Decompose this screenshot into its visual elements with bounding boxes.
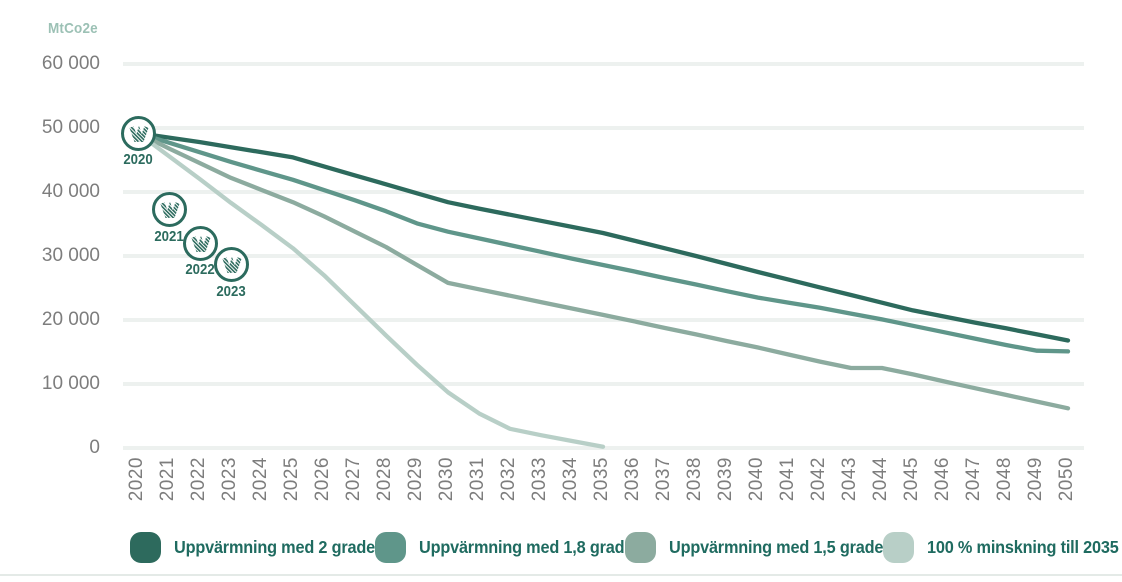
legend-item-1-8-grader: Uppvärmning med 1,8 grader [375, 529, 656, 565]
w-logo-icon [159, 201, 180, 218]
x-tick-label: 2029 [405, 457, 426, 502]
x-tick-label: 2050 [1056, 457, 1077, 502]
legend-label-1-8-grader: Uppvärmning med 1,8 grader [419, 536, 640, 557]
x-tick-label: 2038 [684, 457, 705, 502]
milestone-year-label: 2020 [123, 151, 153, 168]
w-logo-icon [190, 235, 211, 252]
w-logo-icon [128, 125, 149, 142]
x-tick-label: 2043 [839, 457, 860, 502]
series-line-3 [135, 130, 606, 449]
x-tick-label: 2021 [157, 457, 178, 502]
y-tick-label: 40 000 [41, 181, 100, 202]
y-tick-label: 0 [89, 437, 100, 458]
x-tick-label: 2046 [932, 457, 953, 502]
y-tick-label: 50 000 [41, 117, 100, 138]
y-tick-label: 10 000 [41, 373, 100, 394]
milestone-marker-2021 [152, 192, 187, 227]
x-tick-label: 2040 [746, 457, 767, 502]
legend-swatch-2-grader [130, 531, 161, 563]
x-tick-label: 2030 [436, 457, 457, 502]
legend-label-100-minskning: 100 % minskning till 2035 [927, 536, 1119, 557]
milestone-marker-2022 [183, 226, 218, 261]
y-tick-label: 30 000 [41, 245, 100, 266]
milestone-marker-2023 [214, 247, 249, 282]
x-tick-label: 2024 [250, 457, 271, 502]
series-line-2 [135, 130, 1071, 411]
x-tick-label: 2026 [312, 457, 333, 502]
x-tick-label: 2025 [281, 457, 302, 502]
x-tick-label: 2032 [498, 457, 519, 502]
x-tick-label: 2027 [343, 457, 364, 502]
milestone-year-label: 2023 [216, 283, 246, 300]
series-line-0 [135, 130, 1071, 343]
y-axis-unit-label: MtCo2e [48, 20, 103, 37]
legend-swatch-1-5-grader [625, 531, 656, 563]
x-tick-label: 2048 [994, 457, 1015, 502]
x-tick-label: 2042 [808, 457, 829, 502]
legend-label-2-grader: Uppvärmning med 2 grader [174, 536, 382, 557]
x-tick-label: 2037 [653, 457, 674, 502]
legend: Uppvärmning med 2 grader Uppvärmning med… [0, 529, 1122, 569]
x-tick-label: 2041 [777, 457, 798, 502]
y-axis-unit-text: MtCo2e [48, 20, 98, 37]
bottom-divider [0, 574, 1122, 576]
legend-item-1-5-grader: Uppvärmning med 1,5 grader [625, 529, 906, 565]
legend-label-1-5-grader: Uppvärmning med 1,5 grader [669, 536, 890, 557]
x-tick-label: 2047 [963, 457, 984, 502]
x-tick-label: 2028 [374, 457, 395, 502]
legend-swatch-1-8-grader [375, 531, 406, 563]
series-line-1 [135, 130, 1071, 354]
milestone-year-label: 2021 [154, 228, 184, 245]
x-tick-label: 2020 [126, 457, 147, 502]
x-tick-label: 2034 [560, 457, 581, 502]
x-tick-label: 2022 [188, 457, 209, 502]
legend-swatch-100-minskning [883, 531, 914, 563]
milestone-year-label: 2022 [185, 261, 215, 278]
x-tick-label: 2049 [1025, 457, 1046, 502]
y-tick-label: 60 000 [41, 53, 100, 74]
w-logo-icon [221, 256, 242, 273]
legend-item-2-grader: Uppvärmning med 2 grader [130, 529, 397, 565]
milestone-marker-2020 [121, 116, 156, 151]
x-tick-label: 2044 [870, 457, 891, 502]
x-tick-label: 2031 [467, 457, 488, 502]
x-tick-label: 2039 [715, 457, 736, 502]
x-tick-label: 2035 [591, 457, 612, 502]
x-tick-label: 2036 [622, 457, 643, 502]
x-tick-label: 2023 [219, 457, 240, 502]
x-tick-label: 2033 [529, 457, 550, 502]
x-tick-label: 2045 [901, 457, 922, 502]
y-tick-label: 20 000 [41, 309, 100, 330]
legend-item-100-minskning: 100 % minskning till 2035 [883, 529, 1122, 565]
